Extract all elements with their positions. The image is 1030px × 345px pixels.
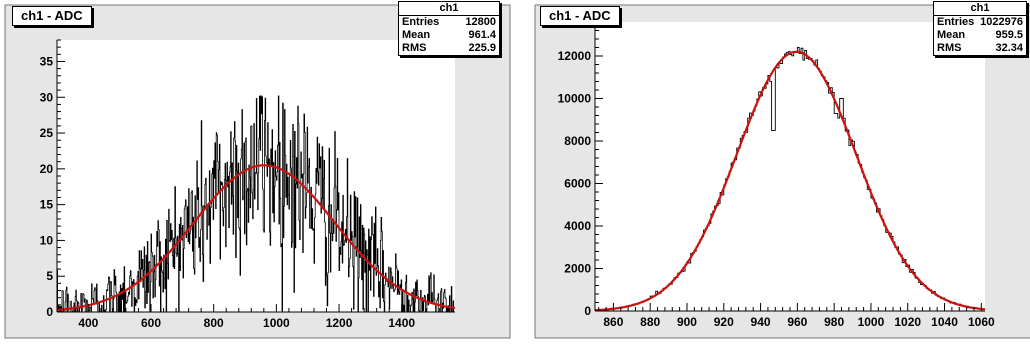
histogram-chart-right: 860 880 900 920 940 960 980 1000 1020 1040 1060 0 20… <box>534 4 1030 339</box>
plot-area <box>595 22 985 311</box>
stats-row-mean: Mean 959.5 <box>934 29 1026 42</box>
x-tick-label: 1200 <box>326 316 353 330</box>
y-tick-label: 0 <box>584 304 591 318</box>
stats-value: 225.9 <box>468 42 496 54</box>
y-tick-label: 10 <box>40 233 54 247</box>
x-tick-label: 1000 <box>858 315 885 329</box>
histogram-panel-left: 400 600 800 1000 1200 1400 0 5 10 15 20 25 30 35 ch1 … <box>4 1 511 339</box>
y-tick-label: 20 <box>40 162 54 176</box>
x-tick-label: 1400 <box>388 316 415 330</box>
stats-row-entries: Entries 1022976 <box>934 16 1026 29</box>
histogram-chart-left: 400 600 800 1000 1200 1400 0 5 10 15 20 25 30 35 <box>4 4 511 339</box>
stats-title: ch1 <box>934 2 1026 16</box>
x-tick-label: 1000 <box>263 316 290 330</box>
y-tick-label: 30 <box>40 90 54 104</box>
x-tick-label: 920 <box>714 315 734 329</box>
x-tick-label: 1020 <box>894 315 921 329</box>
x-tick-label: 900 <box>677 315 697 329</box>
stats-label: Mean <box>402 29 431 41</box>
y-tick-label: 2000 <box>564 262 591 276</box>
y-tick-label: 15 <box>40 198 54 212</box>
y-tick-label: 4000 <box>564 219 591 233</box>
x-tick-label: 600 <box>141 316 161 330</box>
histogram-panel-right: 860 880 900 920 940 960 980 1000 1020 1040 1060 0 20… <box>515 0 1030 345</box>
x-tick-label: 400 <box>78 316 98 330</box>
stats-row-rms: RMS 32.34 <box>934 42 1026 55</box>
y-tick-label: 8000 <box>564 134 591 148</box>
y-tick-label: 35 <box>40 54 54 68</box>
stats-box-left: ch1 Entries 12800 Mean 961.4 RMS 225.9 <box>398 1 500 56</box>
x-tick-label: 860 <box>603 315 623 329</box>
stats-label: RMS <box>937 42 962 54</box>
stats-row-mean: Mean 961.4 <box>399 29 499 42</box>
stats-value: 959.5 <box>995 29 1023 41</box>
stats-value: 32.34 <box>995 42 1023 54</box>
stats-row-entries: Entries 12800 <box>399 16 499 29</box>
stats-box-right: ch1 Entries 1022976 Mean 959.5 RMS 32.34 <box>933 1 1027 56</box>
x-tick-label: 1040 <box>931 315 958 329</box>
y-tick-label: 25 <box>40 126 54 140</box>
y-tick-label: 12000 <box>558 49 592 63</box>
chart-title-left: ch1 - ADC <box>12 6 92 26</box>
x-tick-label: 1060 <box>968 315 995 329</box>
y-tick-label: 6000 <box>564 177 591 191</box>
y-tick-label: 5 <box>46 269 53 283</box>
x-tick-label: 800 <box>204 316 224 330</box>
y-tick-label: 10000 <box>558 92 592 106</box>
stats-label: Mean <box>937 29 966 41</box>
y-tick-label: 0 <box>46 305 53 319</box>
stats-row-rms: RMS 225.9 <box>399 42 499 55</box>
stats-value: 961.4 <box>468 29 496 41</box>
gaussian-fit-curve <box>56 164 456 312</box>
x-tick-label: 880 <box>640 315 660 329</box>
x-tick-label: 940 <box>751 315 771 329</box>
chart-title-right: ch1 - ADC <box>540 6 620 26</box>
stats-value: 1022976 <box>980 16 1023 28</box>
x-tick-label: 960 <box>787 315 807 329</box>
gaussian-fit-curve <box>594 50 986 312</box>
stats-label: RMS <box>402 42 427 54</box>
stats-label: Entries <box>937 16 975 28</box>
x-tick-label: 980 <box>824 315 844 329</box>
stats-value: 12800 <box>465 16 496 28</box>
stats-title: ch1 <box>399 2 499 16</box>
stats-label: Entries <box>402 16 440 28</box>
